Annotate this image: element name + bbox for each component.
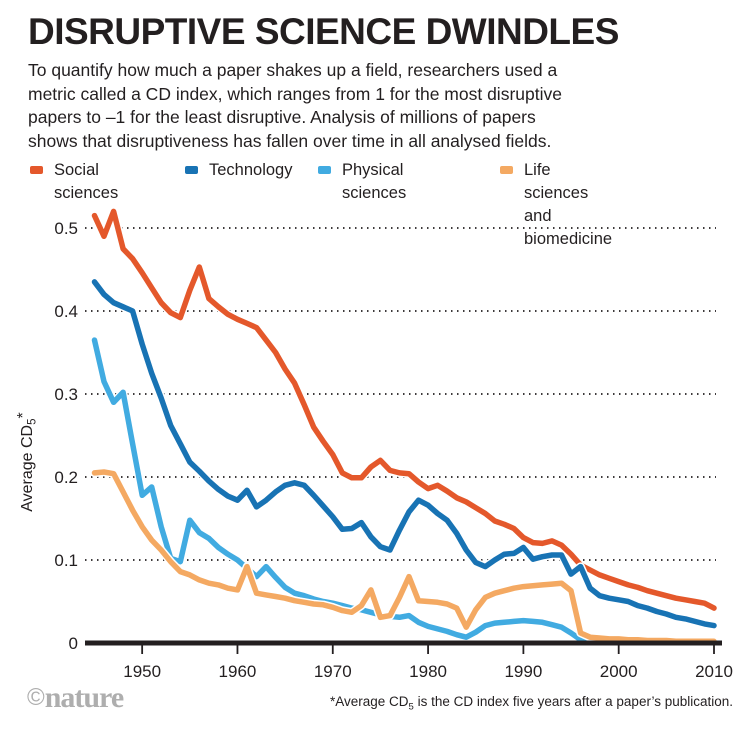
y-tick-label: 0 <box>69 634 78 653</box>
y-tick-label: 0.4 <box>54 302 78 321</box>
x-tick-label: 2000 <box>600 662 638 681</box>
x-tick-label: 1950 <box>123 662 161 681</box>
legend-label-line: Life sciences <box>524 161 589 202</box>
legend-item-life-sciences: Life sciences and biomedicine <box>500 159 612 251</box>
y-tick-label: 0.2 <box>54 468 78 487</box>
legend-label: Physical sciences <box>342 159 406 205</box>
y-tick-label: 0.5 <box>54 219 78 238</box>
description-line: metric called a CD index, which ranges f… <box>28 83 562 104</box>
legend-swatch-social-sciences <box>30 166 43 174</box>
line-social-sciences <box>91 208 717 611</box>
legend-swatch-physical-sciences <box>318 166 331 174</box>
legend-label-line: and biomedicine <box>524 207 613 248</box>
axis-labels: 0 0.1 0.2 0.3 0.4 0.5 1950 1960 1970 1980 1990 2000… <box>15 219 733 681</box>
legend-label-line: Social sciences <box>54 161 119 202</box>
legend-swatch-technology <box>185 166 198 174</box>
description-line: shows that disruptiveness has fallen ove… <box>28 130 552 151</box>
y-tick-label: 0.3 <box>54 385 78 404</box>
legend-label: Social sciences <box>54 159 118 205</box>
legend-label: Technology <box>209 159 292 182</box>
footnote: *Average CD5 is the CD index five years … <box>330 694 733 713</box>
y-axis-title: Average CD5* <box>15 412 39 512</box>
footnote-prefix: *Average CD <box>329 694 409 709</box>
description: To quantify how much a paper shakes up a… <box>28 59 562 153</box>
legend-label-line: Physical sciences <box>342 161 407 202</box>
x-tick-label: 1980 <box>409 662 447 681</box>
footnote-suffix: is the CD index five years after a paper… <box>413 694 733 709</box>
gridlines <box>85 227 716 561</box>
x-tick-label: 1960 <box>219 662 257 681</box>
description-line: To quantify how much a paper shakes up a… <box>28 60 558 80</box>
line-life-sciences-and-biomedicine <box>91 469 717 645</box>
page-title: DISRUPTIVE SCIENCE DWINDLES <box>28 11 619 52</box>
legend-item-technology: Technology <box>185 159 292 182</box>
x-tick-label: 1970 <box>314 662 352 681</box>
data-lines <box>90 207 719 646</box>
y-tick-label: 0.1 <box>54 551 78 570</box>
nature-logo: ©nature <box>27 681 124 715</box>
axes <box>85 640 722 654</box>
legend-label-line: Technology <box>209 161 293 179</box>
legend-swatch-life-sciences <box>500 166 513 174</box>
legend-label: Life sciences and biomedicine <box>524 159 612 251</box>
nature-wordmark: nature <box>44 681 124 714</box>
copyright-symbol: © <box>27 684 45 711</box>
footnote-subscript: 5 <box>408 701 414 713</box>
line-chart: 0 0.1 0.2 0.3 0.4 0.5 1950 1960 1970 1980 1990 2000… <box>15 207 733 681</box>
x-tick-label: 2010 <box>695 662 733 681</box>
description-line: papers to –1 for the least disruptive. A… <box>28 107 536 127</box>
legend-item-social-sciences: Social sciences <box>30 159 118 205</box>
x-tick-label: 1990 <box>504 662 542 681</box>
legend-item-physical-sciences: Physical sciences <box>318 159 406 205</box>
line-technology <box>91 279 717 629</box>
